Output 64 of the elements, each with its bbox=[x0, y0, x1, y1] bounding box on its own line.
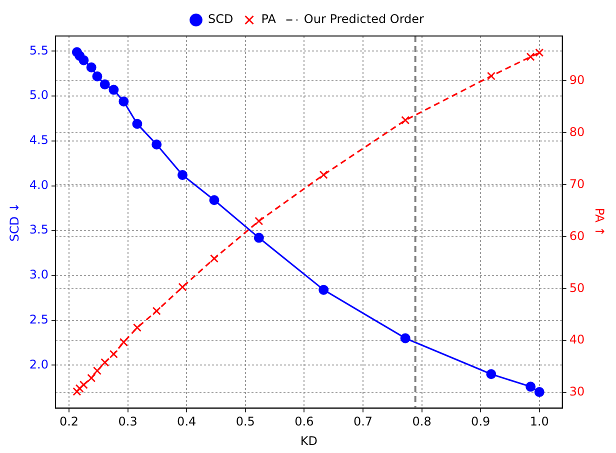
x-tick-label: 0.3 bbox=[118, 414, 138, 429]
x-tick-label: 0.6 bbox=[294, 414, 314, 429]
point bbox=[152, 306, 161, 316]
point bbox=[318, 284, 329, 295]
point bbox=[75, 384, 84, 393]
point bbox=[535, 48, 544, 57]
point bbox=[526, 52, 535, 62]
y-tick-label: 5.0 bbox=[29, 88, 48, 102]
y-tick-label: 3.0 bbox=[29, 268, 48, 282]
point bbox=[78, 55, 89, 66]
x-tick-label: 0.4 bbox=[177, 414, 196, 429]
point bbox=[79, 380, 88, 390]
point bbox=[100, 358, 110, 367]
point bbox=[152, 140, 162, 150]
point bbox=[526, 382, 536, 392]
y-tick-label: 3.5 bbox=[29, 222, 48, 237]
x-tick-label: 0.9 bbox=[471, 414, 490, 429]
point bbox=[401, 116, 410, 124]
point bbox=[486, 72, 496, 80]
point bbox=[319, 170, 328, 180]
point bbox=[86, 62, 96, 72]
y-tick-label: 4.5 bbox=[29, 133, 48, 148]
x-tick-label: 0.8 bbox=[412, 414, 432, 429]
point bbox=[178, 282, 187, 292]
y2-tick-label: 30 bbox=[569, 384, 585, 399]
point bbox=[87, 374, 96, 382]
point bbox=[177, 170, 188, 180]
point bbox=[108, 84, 119, 95]
x-tick-label: 0.5 bbox=[236, 414, 255, 429]
point bbox=[210, 254, 218, 263]
point bbox=[534, 387, 544, 398]
point bbox=[92, 71, 102, 82]
legend-label: PA bbox=[261, 12, 277, 26]
point bbox=[254, 216, 264, 226]
y-tick-label: 2.5 bbox=[29, 312, 48, 326]
y-tick-label: 2.0 bbox=[29, 357, 48, 372]
point bbox=[109, 350, 118, 358]
y-axis-title: SCD ↓ bbox=[7, 202, 22, 242]
x-tick-label: 0.7 bbox=[353, 414, 373, 429]
y2-tick-label: 50 bbox=[569, 280, 585, 295]
legend-label: Our Predicted Order bbox=[304, 12, 424, 26]
y-tick-label: 4.0 bbox=[29, 178, 48, 192]
y2-tick-label: 70 bbox=[569, 176, 585, 191]
point bbox=[72, 387, 82, 396]
y2-tick-label: 40 bbox=[569, 332, 585, 347]
legend-label: SCD bbox=[208, 12, 234, 26]
y2-tick-label: 60 bbox=[569, 228, 585, 243]
point bbox=[100, 79, 110, 90]
x-tick-label: 1.0 bbox=[530, 414, 549, 429]
x-tick-label: 0.2 bbox=[59, 414, 79, 429]
y-tick-label: 5.5 bbox=[29, 43, 48, 58]
point bbox=[132, 323, 142, 332]
point bbox=[119, 338, 128, 346]
point bbox=[400, 333, 410, 344]
point bbox=[486, 369, 496, 380]
point bbox=[132, 118, 142, 129]
point bbox=[254, 232, 264, 243]
point bbox=[92, 366, 102, 376]
y2-tick-label: 90 bbox=[569, 72, 585, 87]
x-axis-title: KD bbox=[300, 434, 318, 448]
y2-axis-title: PA ↑ bbox=[592, 208, 607, 236]
y2-tick-label: 80 bbox=[569, 124, 585, 139]
point bbox=[209, 195, 220, 206]
point bbox=[118, 96, 129, 106]
